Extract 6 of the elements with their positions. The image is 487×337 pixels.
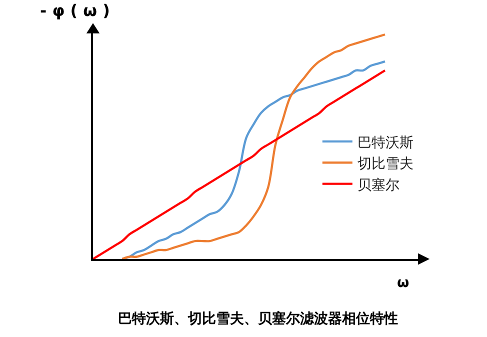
text: 巴特沃斯、切比雪夫、贝塞尔滤波器相位特性 <box>118 310 398 327</box>
x-axis-title: ω <box>397 275 410 291</box>
legend-label: 贝塞尔 <box>357 177 400 194</box>
y-axis-title: - φ ( ω ) <box>40 1 110 20</box>
legend-label: 切比雪夫 <box>357 156 414 172</box>
legend-label: 巴特沃斯 <box>357 134 414 151</box>
